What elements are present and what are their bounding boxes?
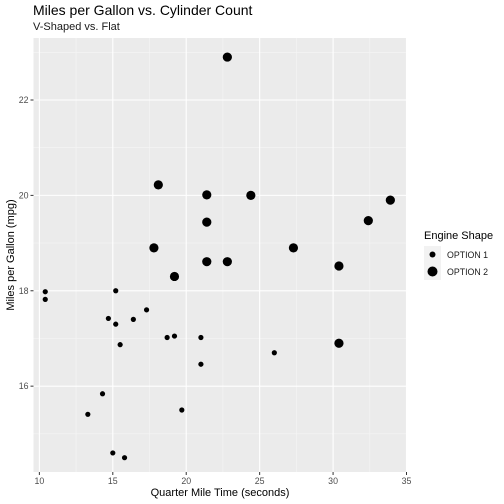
x-axis-ticks: 10 15 20 25 30 35 — [34, 472, 411, 486]
data-point-option-2 — [222, 52, 232, 62]
data-point-option-2 — [202, 217, 212, 227]
y-tick-label: 22 — [19, 95, 29, 105]
data-point-option-1 — [105, 315, 111, 322]
legend-title: Engine Shape — [424, 230, 493, 242]
major-gridlines — [33, 38, 408, 472]
data-point-option-1 — [143, 307, 150, 313]
data-point-option-2 — [334, 338, 344, 348]
data-point-option-2 — [153, 180, 163, 190]
data-point-option-1 — [99, 391, 106, 397]
x-tick-label: 30 — [328, 476, 338, 486]
data-point-option-2 — [222, 257, 232, 267]
data-point-option-1 — [164, 334, 170, 341]
y-axis-ticks: 16 18 20 22 — [19, 95, 34, 391]
x-tick-label: 35 — [402, 476, 412, 486]
data-point-option-2 — [334, 261, 344, 271]
data-point-option-1 — [42, 289, 48, 295]
data-point-option-1 — [110, 450, 116, 456]
y-axis-title: Miles per Gallon (mpg) — [5, 199, 17, 310]
data-point-option-2 — [288, 243, 299, 253]
legend-key-option-2 — [427, 266, 438, 277]
data-point-option-1 — [179, 407, 185, 413]
data-point-option-1 — [198, 334, 204, 341]
data-point-option-1 — [113, 321, 119, 327]
data-point-option-2 — [385, 195, 395, 205]
data-point-option-1 — [198, 361, 204, 367]
x-tick-label: 20 — [181, 476, 191, 486]
data-point-option-1 — [85, 411, 91, 417]
chart-title: Miles per Gallon vs. Cylinder Count — [33, 2, 253, 18]
data-point-option-1 — [130, 316, 136, 322]
data-point-option-1 — [42, 296, 48, 302]
legend-label-option-1: OPTION 1 — [447, 250, 488, 260]
y-tick-label: 20 — [19, 190, 29, 200]
data-point-option-1 — [171, 333, 178, 339]
data-point-option-2 — [202, 257, 212, 267]
x-tick-label: 25 — [255, 476, 265, 486]
legend: Engine Shape OPTION 1 OPTION 2 — [424, 230, 493, 280]
plot-panel — [33, 38, 407, 472]
data-point-option-2 — [246, 190, 256, 200]
minor-gridlines — [33, 38, 407, 472]
data-points — [42, 52, 395, 461]
legend-label-option-2: OPTION 2 — [447, 267, 488, 277]
x-tick-label: 10 — [34, 476, 44, 486]
data-point-option-2 — [363, 216, 373, 226]
chart-subtitle: V-Shaped vs. Flat — [33, 21, 120, 33]
data-point-option-1 — [117, 342, 123, 348]
x-axis-title: Quarter Mile Time (seconds) — [151, 487, 290, 499]
data-point-option-1 — [113, 288, 119, 294]
y-tick-label: 18 — [19, 286, 29, 296]
data-point-option-1 — [271, 350, 277, 356]
data-point-option-1 — [121, 455, 128, 461]
legend-key-option-1 — [429, 251, 436, 258]
x-tick-label: 15 — [108, 476, 118, 486]
y-tick-label: 16 — [19, 381, 29, 391]
data-point-option-2 — [202, 190, 212, 200]
data-point-option-2 — [149, 243, 159, 253]
data-point-option-2 — [169, 271, 180, 282]
